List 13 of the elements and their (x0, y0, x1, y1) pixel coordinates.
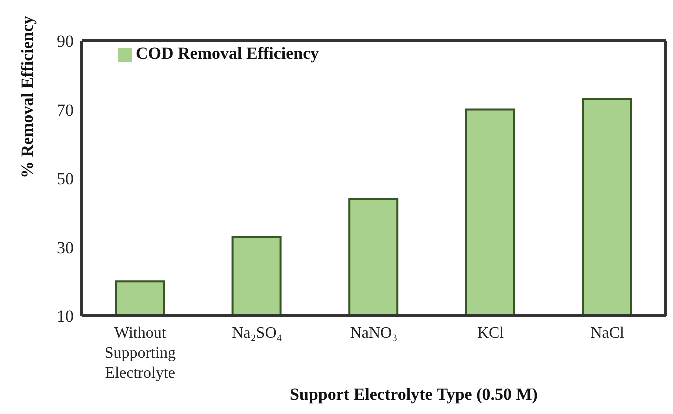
y-axis-title: % Removal Efficiency (18, 16, 38, 178)
y-tick-label: 50 (57, 170, 74, 189)
x-tick-label: NaCl (590, 325, 626, 342)
x-tick-label: NaNO₃ (350, 325, 398, 342)
y-tick-label: 10 (57, 307, 74, 326)
y-tick-label: 90 (57, 32, 74, 52)
x-tick-label: KCl (477, 325, 505, 342)
x-tick-label: Without Supporting Electrolyte (104, 325, 176, 382)
x-tick-label: Na₂SO₄ (232, 325, 283, 342)
y-tick-label: 30 (57, 238, 74, 258)
legend-label: COD Removal Efficiency (136, 44, 320, 63)
x-axis-title: Support Electrolyte Type (0.50 M) (290, 385, 538, 404)
y-tick-label: 70 (57, 100, 74, 120)
